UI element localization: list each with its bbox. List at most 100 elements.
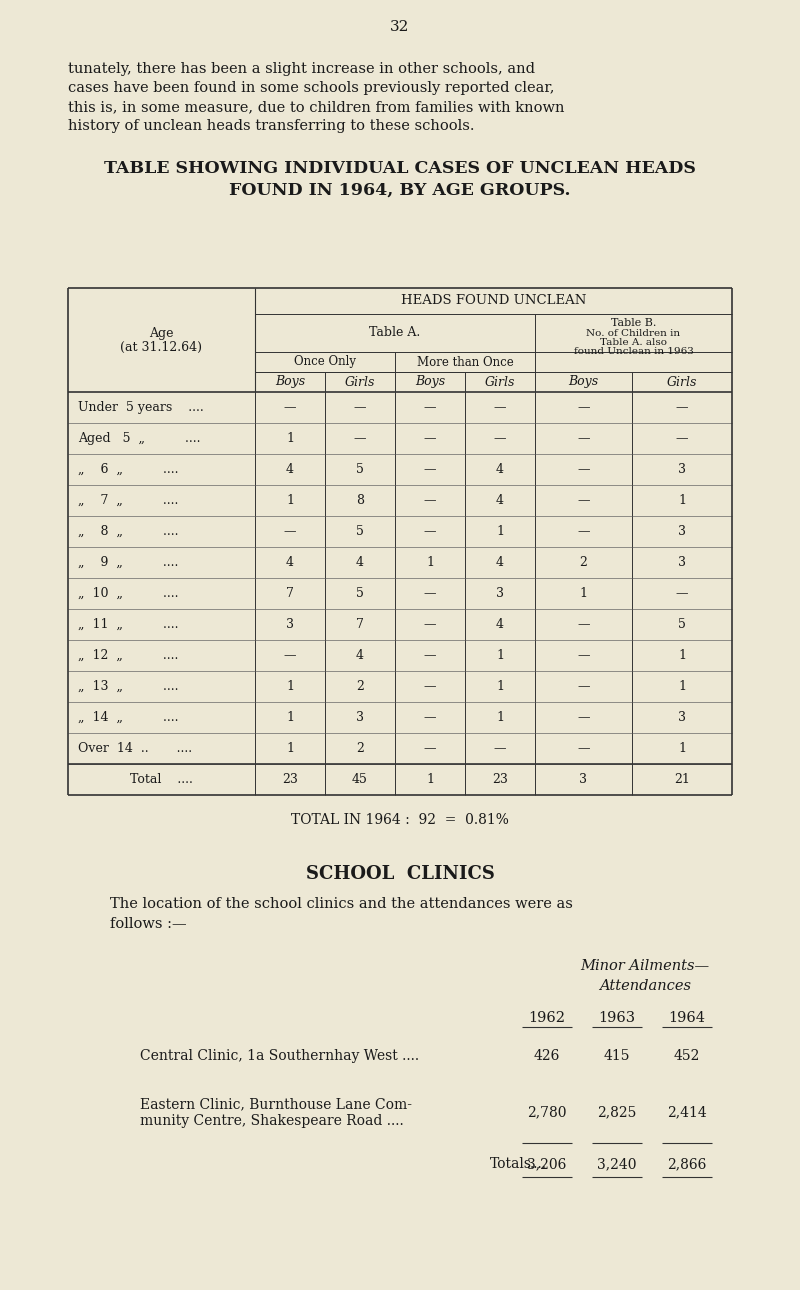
Text: —: — <box>578 649 590 662</box>
Text: —: — <box>578 463 590 476</box>
Text: 3,206: 3,206 <box>527 1157 566 1171</box>
Text: „  10  „          ....: „ 10 „ .... <box>78 587 178 600</box>
Text: tunately, there has been a slight increase in other schools, and: tunately, there has been a slight increa… <box>68 62 535 76</box>
Text: history of unclean heads transferring to these schools.: history of unclean heads transferring to… <box>68 119 474 133</box>
Text: FOUND IN 1964, BY AGE GROUPS.: FOUND IN 1964, BY AGE GROUPS. <box>230 182 570 199</box>
Text: 4: 4 <box>286 556 294 569</box>
Text: this is, in some measure, due to children from families with known: this is, in some measure, due to childre… <box>68 101 565 114</box>
Text: Table B.: Table B. <box>611 319 656 328</box>
Text: Girls: Girls <box>345 375 375 388</box>
Text: More than Once: More than Once <box>417 356 514 369</box>
Text: —: — <box>424 742 436 755</box>
Text: „    8  „          ....: „ 8 „ .... <box>78 525 178 538</box>
Text: The location of the school clinics and the attendances were as: The location of the school clinics and t… <box>110 897 573 911</box>
Text: —: — <box>284 525 296 538</box>
Text: 1: 1 <box>286 711 294 724</box>
Text: 3: 3 <box>496 587 504 600</box>
Text: —: — <box>424 525 436 538</box>
Text: Over  14  ..       ....: Over 14 .. .... <box>78 742 192 755</box>
Text: 1: 1 <box>678 742 686 755</box>
Text: 3: 3 <box>678 463 686 476</box>
Text: follows :—: follows :— <box>110 917 186 931</box>
Text: Under  5 years    ....: Under 5 years .... <box>78 401 204 414</box>
Text: 21: 21 <box>674 773 690 786</box>
Text: 5: 5 <box>356 525 364 538</box>
Text: 1: 1 <box>426 556 434 569</box>
Text: —: — <box>578 494 590 507</box>
Text: 1: 1 <box>286 680 294 693</box>
Text: —: — <box>578 711 590 724</box>
Text: 1: 1 <box>678 649 686 662</box>
Text: 3: 3 <box>678 711 686 724</box>
Text: —: — <box>424 618 436 631</box>
Text: 5: 5 <box>678 618 686 631</box>
Text: ....: .... <box>530 1157 547 1171</box>
Text: 452: 452 <box>674 1049 700 1063</box>
Text: —: — <box>578 525 590 538</box>
Text: 8: 8 <box>356 494 364 507</box>
Text: 4: 4 <box>356 556 364 569</box>
Text: —: — <box>424 587 436 600</box>
Text: —: — <box>578 618 590 631</box>
Text: 1: 1 <box>426 773 434 786</box>
Text: 3: 3 <box>678 525 686 538</box>
Text: 2,825: 2,825 <box>598 1106 637 1118</box>
Text: —: — <box>578 742 590 755</box>
Text: „  14  „          ....: „ 14 „ .... <box>78 711 178 724</box>
Text: No. of Children in: No. of Children in <box>586 329 681 338</box>
Text: Table A. also: Table A. also <box>600 338 667 347</box>
Text: 4: 4 <box>356 649 364 662</box>
Text: 1: 1 <box>496 711 504 724</box>
Text: 1: 1 <box>678 494 686 507</box>
Text: 1962: 1962 <box>529 1011 566 1026</box>
Text: SCHOOL  CLINICS: SCHOOL CLINICS <box>306 866 494 882</box>
Text: Total    ....: Total .... <box>130 773 193 786</box>
Text: —: — <box>676 587 688 600</box>
Text: Age: Age <box>150 326 174 339</box>
Text: Girls: Girls <box>667 375 697 388</box>
Text: —: — <box>424 680 436 693</box>
Text: 3: 3 <box>678 556 686 569</box>
Text: Attendances: Attendances <box>599 979 691 993</box>
Text: —: — <box>578 432 590 445</box>
Text: 415: 415 <box>604 1049 630 1063</box>
Text: munity Centre, Shakespeare Road ....: munity Centre, Shakespeare Road .... <box>140 1115 404 1127</box>
Text: —: — <box>676 432 688 445</box>
Text: 1964: 1964 <box>669 1011 706 1026</box>
Text: —: — <box>284 401 296 414</box>
Text: 3: 3 <box>579 773 587 786</box>
Text: 3: 3 <box>286 618 294 631</box>
Text: 2: 2 <box>356 742 364 755</box>
Text: 2,414: 2,414 <box>667 1106 707 1118</box>
Text: Central Clinic, 1a Southernhay West ....: Central Clinic, 1a Southernhay West .... <box>140 1049 419 1063</box>
Text: found Unclean in 1963: found Unclean in 1963 <box>574 347 694 356</box>
Text: 5: 5 <box>356 587 364 600</box>
Text: „    6  „          ....: „ 6 „ .... <box>78 463 178 476</box>
Text: 1: 1 <box>678 680 686 693</box>
Text: —: — <box>494 401 506 414</box>
Text: 2: 2 <box>356 680 364 693</box>
Text: 2: 2 <box>579 556 587 569</box>
Text: —: — <box>424 463 436 476</box>
Text: 1: 1 <box>286 432 294 445</box>
Text: —: — <box>354 401 366 414</box>
Text: 1: 1 <box>286 494 294 507</box>
Text: HEADS FOUND UNCLEAN: HEADS FOUND UNCLEAN <box>401 294 586 307</box>
Text: 1: 1 <box>496 525 504 538</box>
Text: „    7  „          ....: „ 7 „ .... <box>78 494 178 507</box>
Text: 23: 23 <box>492 773 508 786</box>
Text: Boys: Boys <box>415 375 445 388</box>
Text: 5: 5 <box>356 463 364 476</box>
Text: 4: 4 <box>496 618 504 631</box>
Text: 32: 32 <box>390 21 410 34</box>
Text: „  13  „          ....: „ 13 „ .... <box>78 680 178 693</box>
Text: 2,780: 2,780 <box>527 1106 566 1118</box>
Text: 4: 4 <box>496 556 504 569</box>
Text: 3: 3 <box>356 711 364 724</box>
Text: 1: 1 <box>496 649 504 662</box>
Text: —: — <box>424 494 436 507</box>
Text: —: — <box>424 401 436 414</box>
Text: Aged   5  „          ....: Aged 5 „ .... <box>78 432 201 445</box>
Text: 45: 45 <box>352 773 368 786</box>
Text: „    9  „          ....: „ 9 „ .... <box>78 556 178 569</box>
